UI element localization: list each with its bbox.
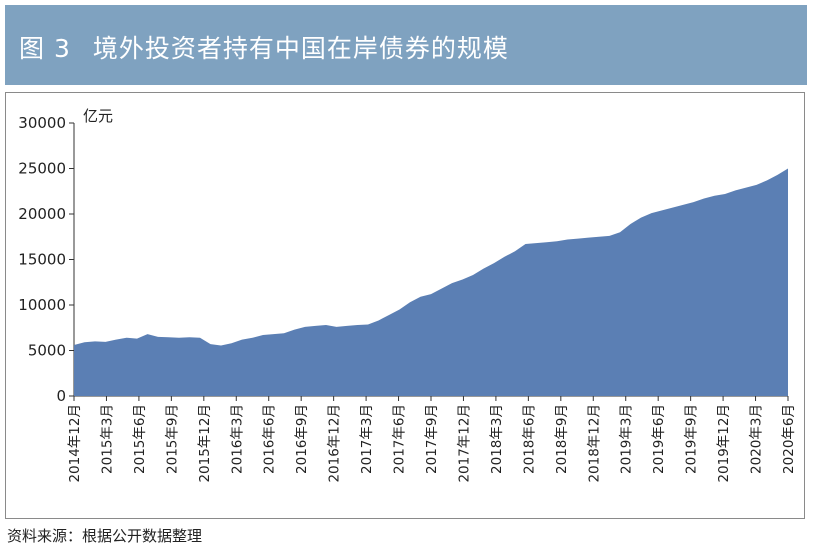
x-tick-label: 2020年6月 [781, 404, 797, 474]
x-tick-label: 2019年9月 [684, 404, 700, 474]
x-axis: 2014年12月 2015年3月 2015年6月 2015年9月 2015年12月 201… [67, 395, 797, 483]
x-tick-label: 2017年3月 [359, 404, 375, 474]
source-note: 资料来源：根据公开数据整理 [7, 527, 203, 545]
x-tick-label: 2020年3月 [749, 404, 765, 474]
x-tick-label: 2017年9月 [424, 404, 440, 474]
x-tick-label: 2018年9月 [554, 404, 570, 474]
y-axis-unit-label: 亿元 [83, 107, 113, 125]
y-tick-label: 25000 [18, 160, 66, 178]
x-tick-label: 2018年12月 [586, 404, 602, 483]
y-tick-label: 20000 [18, 205, 66, 223]
figure-number: 图 3 [19, 34, 71, 63]
x-tick-label: 2018年6月 [521, 404, 537, 474]
figure-header: 图 3 境外投资者持有中国在岸债券的规模 [5, 5, 807, 85]
x-tick-label: 2019年3月 [619, 404, 635, 474]
x-tick-label: 2015年6月 [132, 404, 148, 474]
plot-area [74, 168, 788, 396]
y-tick-label: 10000 [18, 296, 66, 314]
x-tick-label: 2015年3月 [99, 404, 115, 474]
x-tick-label: 2016年9月 [294, 404, 310, 474]
y-tick-label: 30000 [18, 114, 66, 132]
x-tick-label: 2017年6月 [392, 404, 408, 474]
series-area [74, 168, 788, 396]
x-tick-label: 2016年6月 [262, 404, 278, 474]
chart-frame [5, 92, 805, 519]
x-tick-label: 2016年3月 [229, 404, 245, 474]
x-tick-label: 2017年12月 [456, 404, 472, 483]
x-tick-label: 2018年3月 [489, 404, 505, 474]
y-tick-label: 0 [56, 387, 66, 405]
x-tick-label: 2014年12月 [67, 404, 83, 483]
y-axis: 0 5000 10000 15000 20000 25000 30000 [18, 114, 75, 405]
x-tick-label: 2019年6月 [651, 404, 667, 474]
x-tick-label: 2015年12月 [197, 404, 213, 483]
figure-title: 图 3 境外投资者持有中国在岸债券的规模 [19, 29, 509, 65]
figure-title-text: 境外投资者持有中国在岸债券的规模 [92, 34, 509, 63]
y-tick-label: 5000 [28, 342, 66, 360]
y-tick-label: 15000 [18, 251, 66, 269]
x-tick-label: 2015年9月 [164, 404, 180, 474]
x-tick-label: 2016年12月 [327, 404, 343, 483]
x-tick-label: 2019年12月 [716, 404, 732, 483]
